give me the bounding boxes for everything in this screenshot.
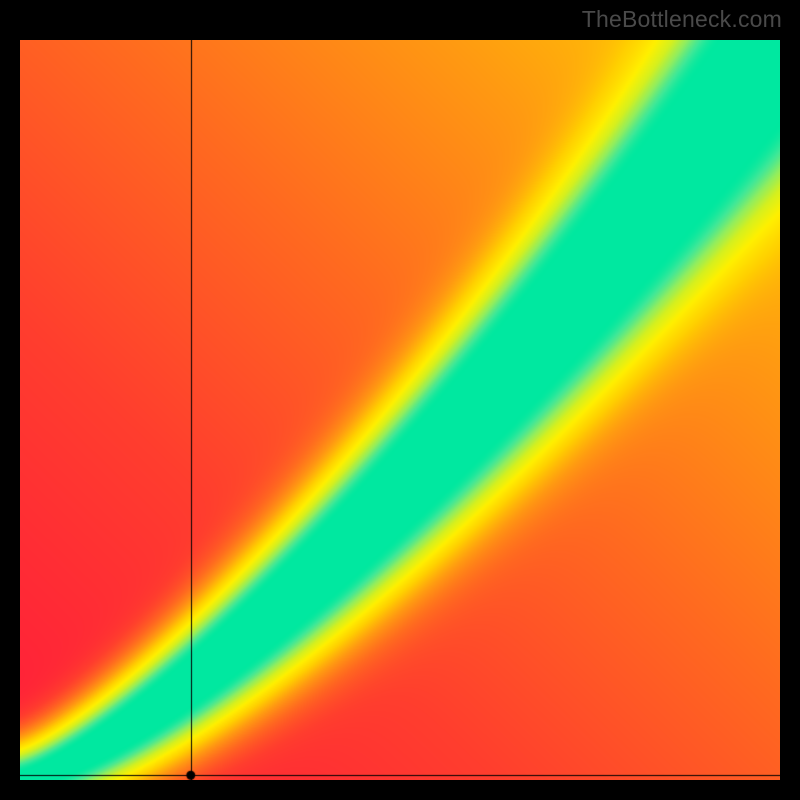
bottleneck-heatmap (20, 40, 780, 780)
watermark-text: TheBottleneck.com (582, 6, 782, 33)
chart-container: TheBottleneck.com (0, 0, 800, 800)
